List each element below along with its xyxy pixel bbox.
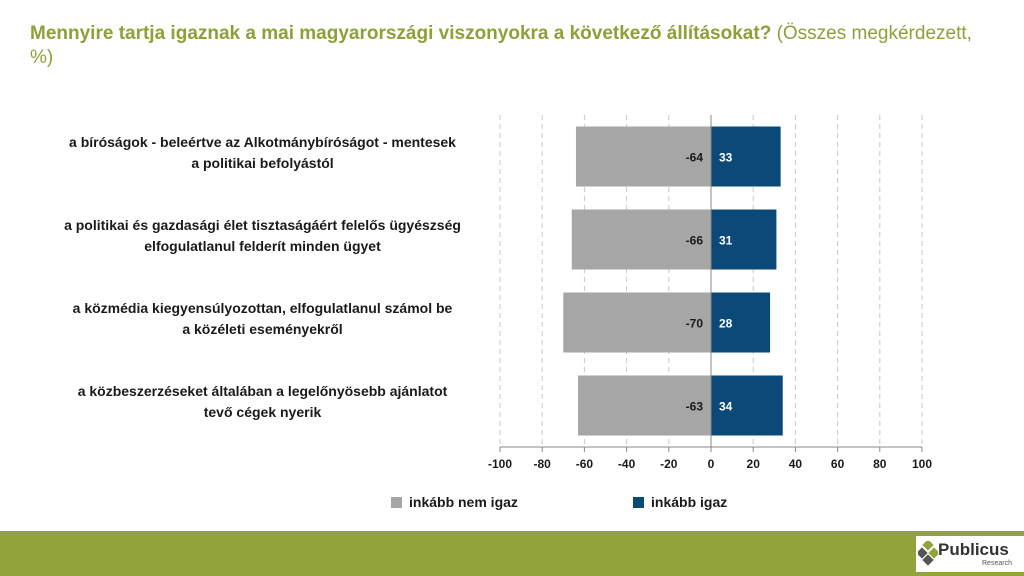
bar-yes xyxy=(711,292,771,353)
x-tick-label: -20 xyxy=(660,457,678,471)
x-tick-label: -60 xyxy=(576,457,594,471)
title-main: Mennyire tartja igaznak a mai magyarorsz… xyxy=(30,23,772,44)
legend-swatch-no xyxy=(391,496,402,508)
x-tick-label: -80 xyxy=(534,457,552,471)
x-tick-label: 60 xyxy=(831,457,845,471)
category-label-line: a közéleti eseményekről xyxy=(182,320,343,337)
logo-brand-sub: Research xyxy=(982,560,1012,567)
x-tick-label: -100 xyxy=(488,457,512,471)
category-label-line: elfogulatlanul felderít minden ügyet xyxy=(144,237,381,254)
category-label-line: tevő cégek nyerik xyxy=(203,403,322,420)
title-subtitle: (Összes megkérdezett, %) xyxy=(30,23,972,68)
data-label-yes: 34 xyxy=(719,400,733,414)
legend-label-yes: inkább igaz xyxy=(651,494,728,510)
data-label-yes: 33 xyxy=(719,151,733,165)
legend-swatch-yes xyxy=(633,496,644,508)
publicus-logo-icon xyxy=(918,541,938,566)
bar-no xyxy=(575,126,711,187)
category-label: a politikai és gazdasági élet tisztaságá… xyxy=(40,215,485,257)
bar-yes xyxy=(711,126,781,187)
bar-no xyxy=(578,375,711,436)
category-label-line: a politikai és gazdasági élet tisztaságá… xyxy=(64,216,461,233)
data-label-yes: 31 xyxy=(719,234,733,248)
data-label-no: -64 xyxy=(686,151,704,165)
legend-item-no: inkább nem igaz xyxy=(391,494,518,510)
legend-item-yes: inkább igaz xyxy=(633,494,727,510)
publicus-logo: Publicus Research xyxy=(916,536,1024,572)
x-tick-label: 80 xyxy=(873,457,887,471)
bar-chart: -64 33 -66 31 -70 28 -63 34 -100 -80 -60 -40 -20 0 20 4… xyxy=(488,115,932,471)
bar-yes xyxy=(711,209,777,270)
category-label-line: a politikai befolyástól xyxy=(191,154,334,171)
category-label: a közbeszerzéseket általában a legelőnyö… xyxy=(40,381,485,423)
category-label-line: a közmédia kiegyensúlyozottan, elfogulat… xyxy=(72,299,453,316)
category-label-line: a közbeszerzéseket általában a legelőnyö… xyxy=(77,382,448,399)
bar-no xyxy=(563,292,711,353)
category-label: a közmédia kiegyensúlyozottan, elfogulat… xyxy=(40,298,485,340)
logo-brand: Publicus xyxy=(938,540,1009,559)
legend-label-no: inkább nem igaz xyxy=(409,494,518,510)
x-tick-label: 40 xyxy=(789,457,803,471)
data-label-no: -66 xyxy=(686,234,704,248)
data-label-yes: 28 xyxy=(719,317,733,331)
x-tick-label: -40 xyxy=(618,457,636,471)
category-label: a bíróságok - beleértve az Alkotmánybíró… xyxy=(40,132,485,174)
data-label-no: -63 xyxy=(686,400,704,414)
footer-bar xyxy=(0,531,1024,576)
x-tick-label: 100 xyxy=(912,457,932,471)
bar-yes xyxy=(711,375,783,436)
category-label-line: a bíróságok - beleértve az Alkotmánybíró… xyxy=(69,133,456,150)
x-tick-label: 0 xyxy=(708,457,715,471)
x-tick-label: 20 xyxy=(747,457,761,471)
chart-title: Mennyire tartja igaznak a mai magyarorsz… xyxy=(30,22,990,70)
bar-no xyxy=(571,209,711,270)
data-label-no: -70 xyxy=(686,317,704,331)
